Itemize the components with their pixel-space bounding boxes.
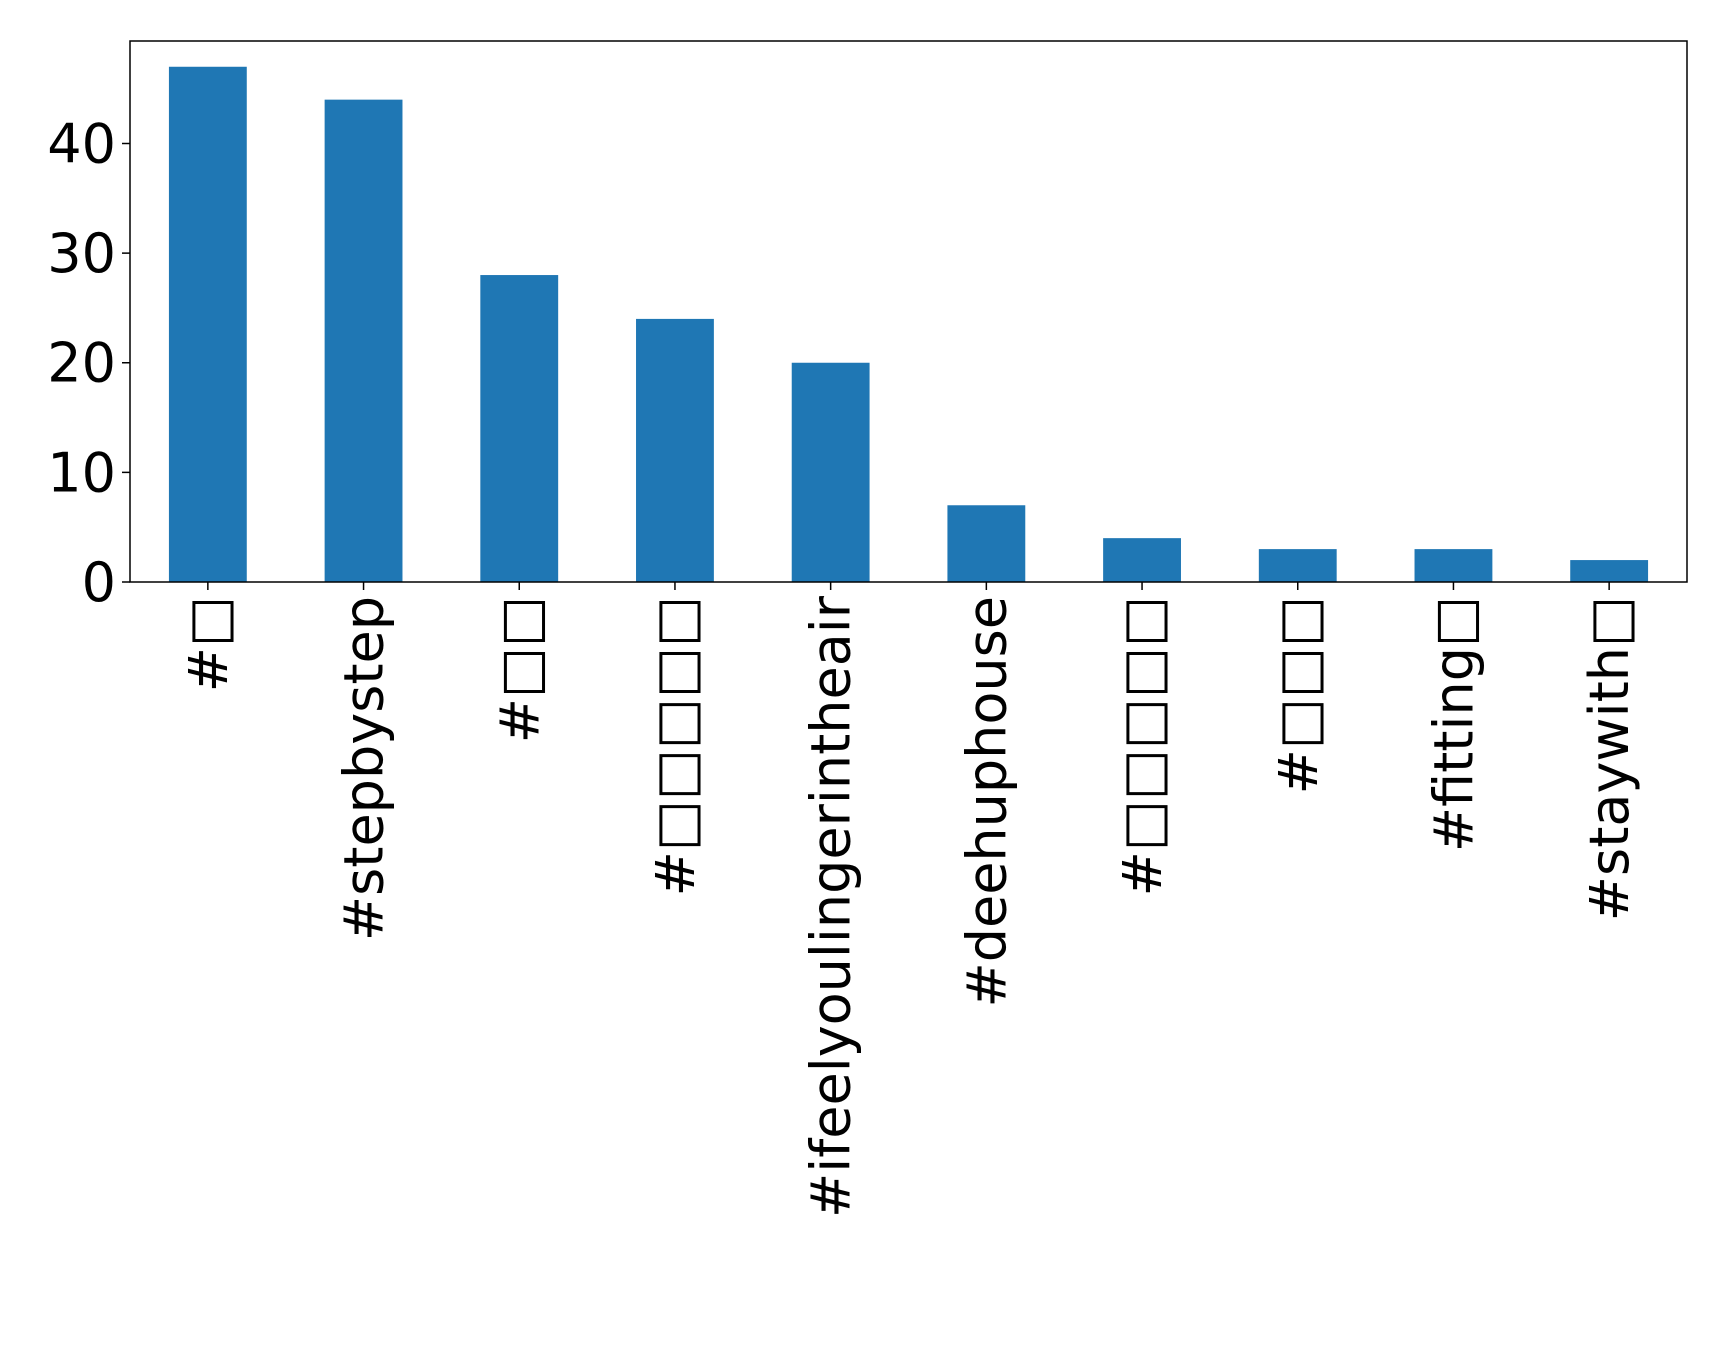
bar [636, 318, 714, 582]
x-tick-label: #□□ [488, 596, 551, 743]
x-tick-label: #□ [177, 596, 240, 692]
bar [480, 275, 559, 582]
bar [168, 66, 247, 582]
y-tick-label: 40 [47, 112, 116, 175]
x-tick-label: #□□□ [1267, 596, 1330, 794]
x-tick-label: #ifeelyoulingerintheair [800, 595, 863, 1218]
x-tick-label: #stepbystep [333, 596, 396, 941]
bar [1103, 538, 1181, 582]
x-tick-label: #□□□□□ [1111, 596, 1174, 896]
bar [1570, 560, 1649, 582]
x-tick-label: #□□□□□ [644, 596, 707, 896]
bar [947, 505, 1026, 582]
bar [324, 99, 403, 582]
x-tick-label: #staywith□ [1578, 596, 1641, 921]
y-tick-label: 30 [47, 222, 116, 285]
y-tick-label: 20 [47, 332, 116, 395]
plot-frame [129, 40, 1688, 583]
x-tick-label: #deehuphouse [955, 596, 1018, 1008]
bar [1258, 549, 1337, 582]
bar [791, 362, 870, 582]
bar [1414, 549, 1493, 582]
y-tick-label: 0 [82, 551, 116, 614]
x-tick-label: #fitting□ [1422, 596, 1485, 852]
y-tick-label: 10 [47, 441, 116, 504]
